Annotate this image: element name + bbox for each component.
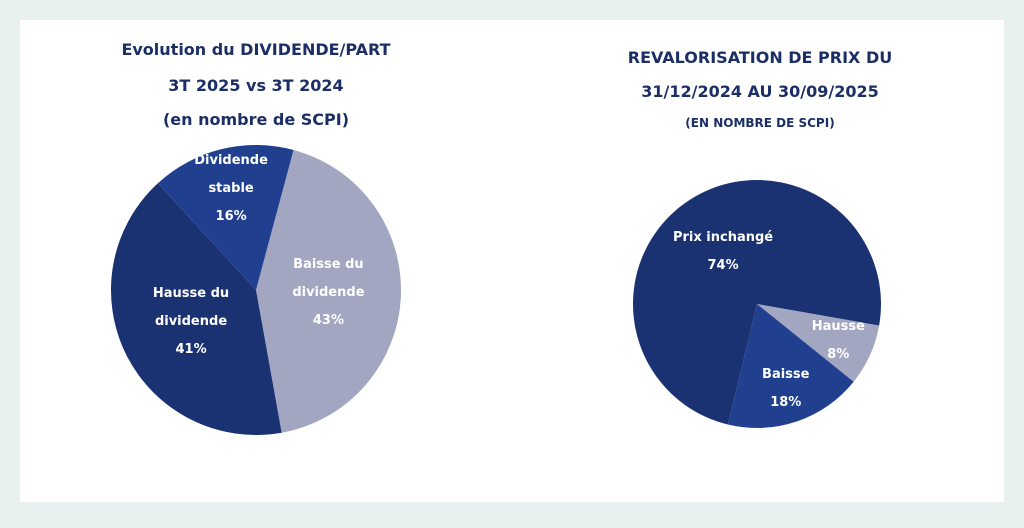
chart-subtitle: 3T 2025 vs 3T 2024	[168, 76, 344, 95]
pie-slice	[110, 183, 282, 436]
slice-label: Hausse 8%	[783, 313, 893, 369]
chart-note: (EN NOMBRE DE SCPI)	[685, 116, 835, 130]
chart-title: REVALORISATION DE PRIX DU	[627, 48, 893, 67]
slice-label: Dividende stable 16%	[176, 147, 286, 231]
category-label: Prix inchangé	[672, 230, 774, 246]
category-label: Hausse	[811, 318, 865, 334]
slice-label: Prix inchangé 74%	[668, 224, 778, 280]
slice-label: Hausse du dividende 41%	[136, 280, 246, 364]
chart-note: (en nombre de SCPI)	[162, 110, 350, 129]
slice-label: Baisse 18%	[731, 361, 841, 417]
pie-slice	[727, 304, 854, 428]
category-label: Dividende stable	[194, 152, 268, 196]
value-label: 41%	[175, 342, 207, 358]
pie-slice	[256, 149, 402, 433]
value-label: 74%	[707, 258, 739, 274]
value-label: 8%	[827, 346, 850, 362]
category-label: Hausse du dividende	[152, 286, 230, 330]
category-label: Baisse du dividende	[292, 257, 365, 301]
pie-slice	[757, 304, 880, 382]
category-label: Baisse	[762, 366, 810, 382]
slice-label: Baisse du dividende 43%	[273, 251, 383, 335]
chart-title: Evolution du DIVIDENDE/PART	[121, 40, 391, 59]
pie-slice	[157, 145, 294, 290]
value-label: 43%	[312, 313, 344, 329]
value-label: 18%	[770, 394, 802, 410]
value-label: 16%	[215, 208, 247, 224]
pie-slice	[632, 180, 881, 425]
chart-subtitle: 31/12/2024 AU 30/09/2025	[641, 82, 879, 101]
